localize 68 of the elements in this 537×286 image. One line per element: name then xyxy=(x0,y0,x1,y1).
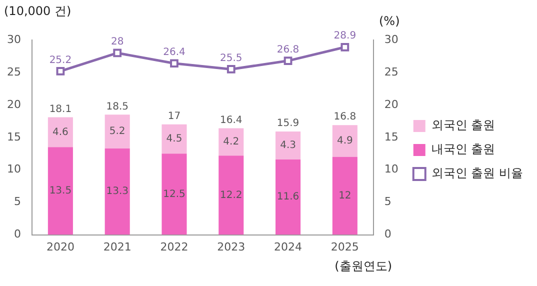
legend-label: 외국인 출원 xyxy=(431,118,496,132)
total-label: 18.5 xyxy=(106,101,128,112)
data-label: 12 xyxy=(338,190,352,202)
legend-label: 외국인 출원 비율 xyxy=(431,166,524,180)
y-tick-label: 10 xyxy=(6,162,21,176)
y2-tick-label: 25 xyxy=(384,65,398,78)
point xyxy=(340,42,350,52)
x-tick-label: 2023 xyxy=(217,240,246,254)
y-tick-label: 0 xyxy=(14,228,21,241)
data-label: 12.5 xyxy=(163,188,186,200)
y2-tick-label: 30 xyxy=(384,32,398,46)
bar xyxy=(218,156,244,235)
bar xyxy=(276,159,301,235)
data-label: 4.2 xyxy=(223,136,240,148)
x-axis-title: (출원연도) xyxy=(334,258,392,273)
x-tick-label: 2021 xyxy=(103,240,132,254)
point xyxy=(56,66,65,76)
data-label: 11.6 xyxy=(276,192,300,203)
x-tick-label: 2024 xyxy=(274,240,302,254)
y2-tick-label: 20 xyxy=(384,98,398,111)
total-label: 17 xyxy=(168,111,181,122)
y-tick-label: 20 xyxy=(6,98,21,111)
bar xyxy=(48,117,73,148)
data-label: 12.2 xyxy=(220,190,242,201)
data-label: 26.8 xyxy=(276,44,300,56)
data-label: 13.3 xyxy=(106,186,128,198)
total-label: 18.1 xyxy=(49,104,72,115)
data-label: 13.5 xyxy=(49,186,72,197)
legend-label: 내국인 출원 xyxy=(431,142,496,156)
total-label: 16.4 xyxy=(220,114,242,126)
data-label: 4.5 xyxy=(166,134,182,145)
y2-tick-label: 10 xyxy=(384,162,398,176)
x-tick-label: 2020 xyxy=(46,240,74,254)
bar xyxy=(104,148,130,235)
bar xyxy=(332,156,358,235)
y2-axis-title: (%) xyxy=(378,14,400,28)
data-label: 25.2 xyxy=(49,54,72,66)
data-label: 26.4 xyxy=(163,46,186,58)
x-tick-label: 2025 xyxy=(330,240,359,254)
data-label: 5.2 xyxy=(109,126,126,138)
bar xyxy=(48,147,73,235)
point xyxy=(170,59,178,68)
bar xyxy=(104,114,130,148)
point xyxy=(226,65,236,74)
total-label: 16.8 xyxy=(334,112,356,123)
data-label: 28 xyxy=(110,36,124,48)
bar xyxy=(162,124,187,154)
bar xyxy=(162,154,187,235)
y-tick-label: 15 xyxy=(6,130,21,144)
y-tick-label: 5 xyxy=(14,195,21,208)
bar xyxy=(218,128,244,156)
x-tick-label: 2022 xyxy=(160,240,188,254)
y2-tick-label: 5 xyxy=(384,195,392,208)
y-axis-title: (10,000 건) xyxy=(4,4,72,18)
y2-tick-label: 15 xyxy=(384,130,398,144)
y2-tick-label: 0 xyxy=(384,228,392,241)
y-tick-label: 30 xyxy=(6,32,21,46)
bar xyxy=(332,125,358,157)
data-label: 4.3 xyxy=(280,140,296,152)
data-label: 28.9 xyxy=(334,30,356,42)
total-label: 15.9 xyxy=(276,118,300,130)
point xyxy=(113,48,122,58)
data-label: 4.6 xyxy=(52,126,68,138)
y-tick-label: 25 xyxy=(6,65,21,78)
data-label: 4.9 xyxy=(336,136,353,147)
data-label: 25.5 xyxy=(220,52,242,64)
point xyxy=(284,56,292,65)
bar xyxy=(276,132,301,160)
